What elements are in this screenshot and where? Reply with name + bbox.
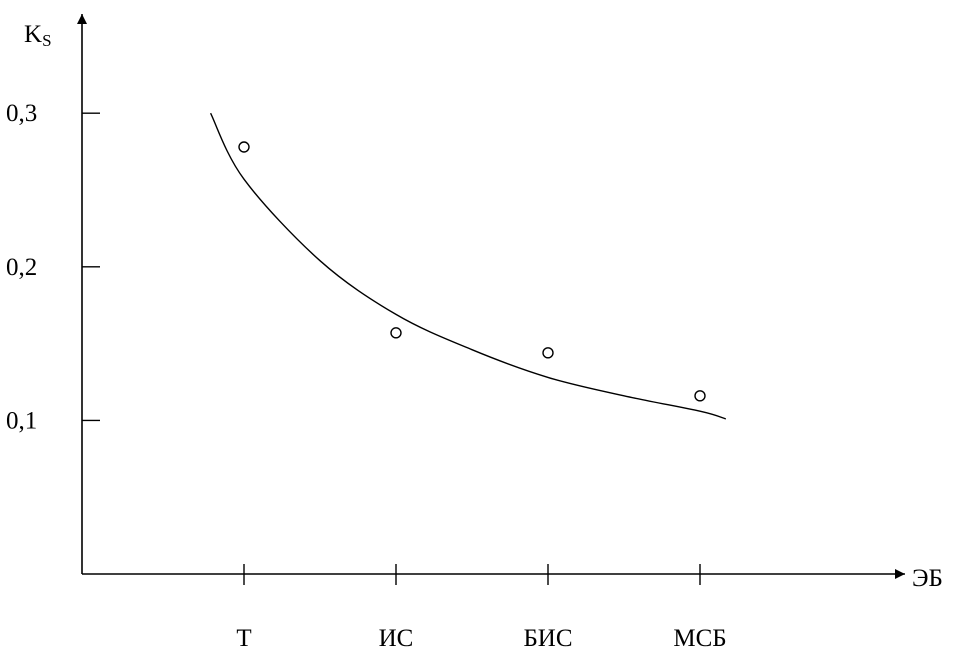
y-axis-label: KS xyxy=(24,21,52,50)
y-tick-label: 0,1 xyxy=(6,407,37,434)
y-tick-label: 0,3 xyxy=(6,100,37,127)
x-tick-label: ИС xyxy=(379,625,414,652)
trend-curve xyxy=(209,112,727,420)
x-tick-label: БИС xyxy=(523,625,572,652)
y-tick-label: 0,2 xyxy=(6,254,37,281)
y-axis-label-sub: S xyxy=(42,31,51,50)
data-point xyxy=(390,327,402,339)
x-tick-label: Т xyxy=(236,625,251,652)
data-points xyxy=(238,141,706,402)
data-point xyxy=(238,141,250,153)
x-tick-label: МСБ xyxy=(673,625,726,652)
data-point xyxy=(542,347,554,359)
y-ticks: 0,3 0,2 0,1 xyxy=(6,100,100,434)
x-ticks: Т ИС БИС МСБ xyxy=(236,564,727,652)
data-point xyxy=(694,390,706,402)
x-axis-label: ЭБ xyxy=(912,565,943,592)
